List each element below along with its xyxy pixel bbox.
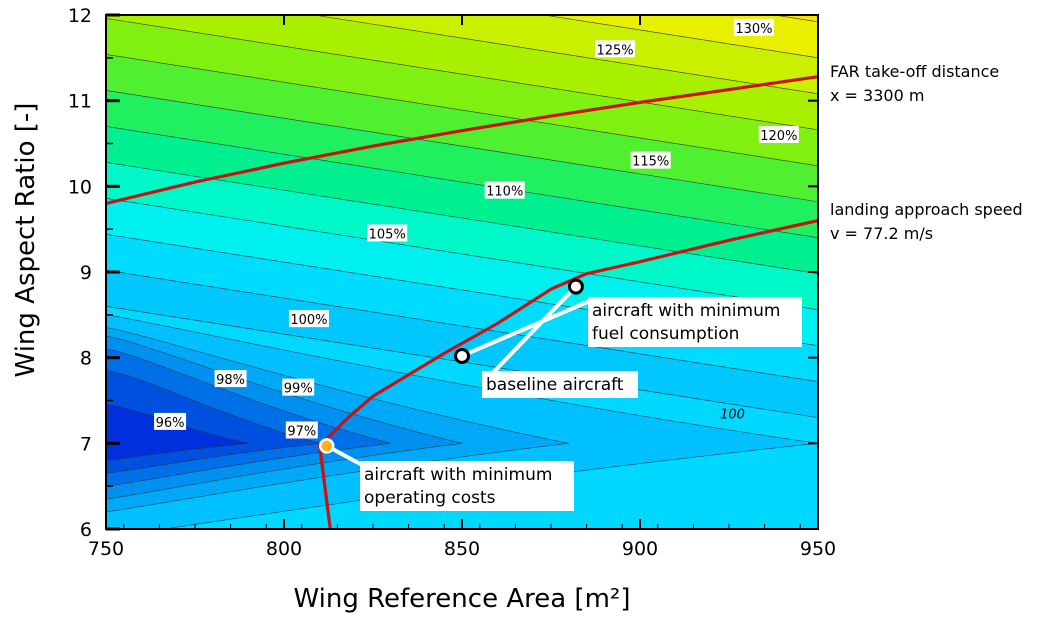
contour-line (312, 15, 818, 95)
x-tick-label: 900 (622, 538, 658, 560)
annotation-text: aircraft with minimum (592, 301, 780, 321)
contour-line (106, 90, 818, 203)
design-point-marker (567, 278, 584, 295)
contour-label-box (733, 18, 774, 36)
y-tick-label: 9 (80, 262, 92, 284)
contour-line (106, 327, 569, 513)
takeoff-label-line1: FAR take-off distance (830, 62, 999, 81)
contour-label-box (367, 224, 408, 242)
design-point-marker (318, 438, 335, 454)
contour-label: 120% (760, 129, 797, 144)
y-tick-label: 11 (68, 91, 92, 113)
contour-label: 115% (632, 155, 669, 170)
contour-label-box (484, 181, 525, 199)
contour-label: 98% (216, 373, 245, 388)
annotation-leader (461, 298, 593, 358)
contour-line (106, 198, 818, 310)
contour-label-box (282, 378, 315, 396)
contour-line (106, 18, 818, 131)
x-tick-label: 950 (800, 538, 836, 560)
contour-label: 125% (596, 43, 633, 58)
contour-label: 96% (156, 416, 185, 431)
contour-label: 110% (486, 185, 523, 200)
contour-line (106, 162, 818, 275)
fill-basin (106, 404, 249, 461)
contour-label-box (288, 310, 329, 328)
contour-line (542, 15, 818, 59)
y-tick-label: 10 (68, 176, 92, 198)
annotation-box (588, 297, 802, 347)
contour-line (106, 269, 818, 382)
takeoff-label-line2: x = 3300 m (830, 86, 924, 105)
contour-line (106, 54, 818, 167)
annotation-text: operating costs (364, 488, 496, 508)
x-axis-label: Wing Reference Area [m²] (294, 584, 631, 614)
x-tick-label: 800 (266, 538, 302, 560)
contour-label: 100 (720, 407, 745, 422)
annotation-box (360, 461, 574, 511)
contour-label-box (630, 151, 671, 169)
contour-label-box (758, 125, 799, 143)
y-tick-label: 7 (80, 433, 92, 455)
axis-ticks: 750 800 850 900 950 6 7 8 9 10 11 12 (68, 5, 836, 560)
design-point-marker (454, 347, 470, 364)
point-annotations: aircraft with minimum fuel consumption bas… (318, 278, 802, 511)
annotation-text: aircraft with minimum (364, 465, 552, 485)
contour-label-box (154, 412, 187, 430)
contour-line (106, 404, 249, 461)
contour-label-box (595, 40, 636, 58)
landing-label-line1: landing approach speed (830, 200, 1023, 219)
annotation-text: fuel consumption (592, 324, 739, 344)
contour-line (106, 336, 463, 500)
contour-label-box (214, 370, 247, 388)
x-tick-label: 750 (88, 538, 124, 560)
annotation-box (482, 371, 638, 398)
annotation-leader (484, 285, 578, 382)
annotation-text: baseline aircraft (486, 375, 624, 395)
contour-label: 99% (284, 382, 313, 397)
contour-line (106, 314, 818, 529)
contour-labels: 96% 97% 98% 99% 100% 105% 110% 115% 120% 125% 130%… (154, 18, 799, 439)
y-tick-label: 12 (68, 5, 92, 27)
contour-label-box (285, 421, 318, 439)
contour-line (106, 348, 391, 487)
contour-line (106, 126, 818, 239)
x-tick-label: 850 (444, 538, 480, 560)
y-tick-label: 6 (80, 519, 92, 541)
contour-label: 100% (290, 313, 327, 328)
y-tick-label: 8 (80, 348, 92, 370)
contour-label: 97% (287, 424, 316, 439)
contour-label: 130% (735, 22, 772, 37)
y-axis-label: Wing Aspect Ratio [-] (11, 103, 41, 378)
contour-label: 105% (369, 227, 406, 242)
takeoff-constraint-line (106, 75, 818, 206)
landing-label-line2: v = 77.2 m/s (830, 224, 933, 243)
